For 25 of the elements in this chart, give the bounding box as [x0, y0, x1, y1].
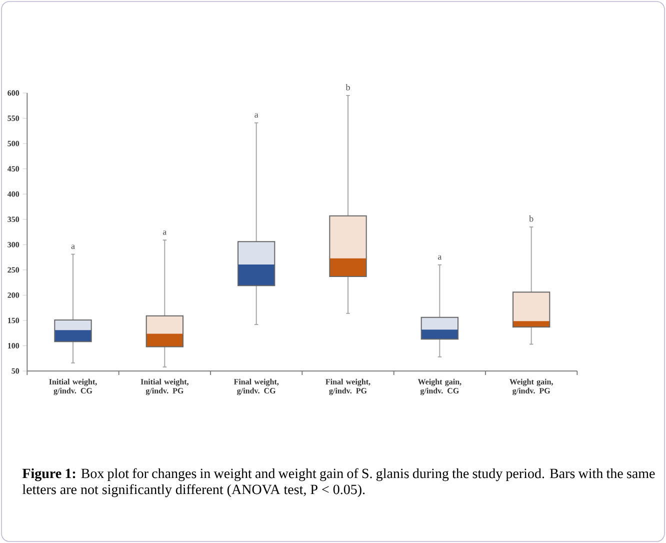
- y-tick-label: 450: [7, 166, 20, 172]
- y-tick-label: 400: [7, 191, 20, 197]
- annotation: b: [529, 215, 534, 222]
- x-tick-label: Final weight, g/indv. CG: [234, 378, 279, 396]
- annotation: a: [71, 244, 75, 250]
- x-tick-label: Initial weight, g/indv. PG: [140, 378, 188, 396]
- y-tick-label: 350: [8, 216, 20, 222]
- y-tick-label: 150: [8, 318, 20, 324]
- x-tick-label: Final weight, g/indv. PG: [326, 378, 370, 396]
- annotation: b: [346, 84, 350, 90]
- y-tick-label: 50: [12, 368, 20, 374]
- annotation: a: [162, 230, 167, 235]
- y-tick-label: 500: [8, 140, 20, 146]
- x-tick-label: Initial weight, g/indv. CG: [49, 378, 97, 396]
- y-tick-label: 100: [8, 343, 20, 348]
- y-tick-label: 250: [8, 267, 20, 273]
- y-tick-label: 200: [8, 292, 20, 298]
- annotation: a: [254, 113, 258, 118]
- y-tick-label: 600: [8, 90, 20, 96]
- text: Figure 1: Box plot for changes in weight and weight gain of S. glanis during the study period. Bars with the same letters are not significantly different (ANOVA test, P < 0.05).: [22, 468, 655, 498]
- y-tick-label: 300: [8, 242, 20, 248]
- annotation: a: [438, 255, 442, 260]
- x-tick-label: Weight gain, g/indv. PG: [510, 378, 553, 396]
- y-tick-label: 550: [8, 116, 20, 121]
- x-tick-label: Weight gain, g/indv. CG: [418, 378, 462, 396]
